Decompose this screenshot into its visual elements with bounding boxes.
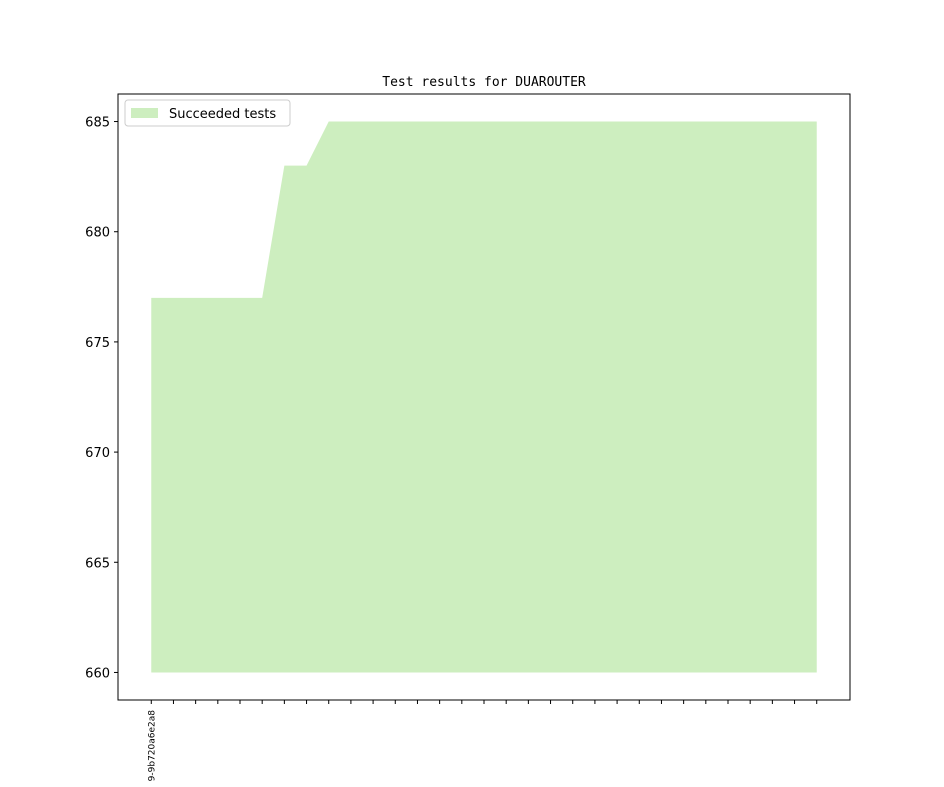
y-tick-label: 665 [85,556,110,571]
x-tick-label: 9-9b720a6e2a8 [147,710,157,782]
y-tick-label: 675 [85,336,110,351]
y-tick-label: 685 [85,116,110,131]
y-tick-label: 670 [85,446,110,461]
chart-title: Test results for DUAROUTER [382,75,586,90]
y-tick-label: 660 [85,666,110,681]
legend-swatch [131,108,158,118]
legend-label: Succeeded tests [169,107,276,122]
legend: Succeeded tests [124,99,291,127]
legend-box [124,99,291,127]
area [151,121,817,673]
y-tick-label: 680 [85,226,110,241]
